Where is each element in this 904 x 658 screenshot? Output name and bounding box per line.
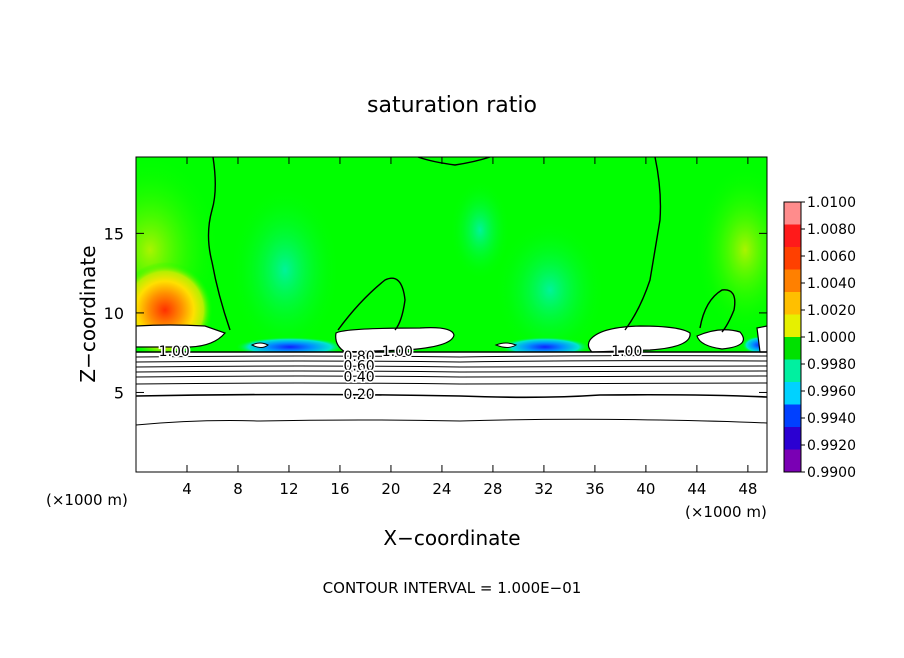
colorbar-label: 0.9960 bbox=[807, 384, 856, 400]
y-tick-label: 15 bbox=[104, 224, 124, 243]
cloud-4 bbox=[696, 329, 744, 350]
x-tick-label: 36 bbox=[585, 480, 604, 498]
colorbar-label: 0.9920 bbox=[807, 438, 856, 454]
contour-label: 1.00 bbox=[382, 344, 413, 360]
colorbar-label: 1.0100 bbox=[807, 195, 856, 211]
contour-label: 0.40 bbox=[343, 370, 374, 386]
x-tick-label: 40 bbox=[636, 480, 655, 498]
contour-0.80 bbox=[136, 355, 767, 358]
x-tick-label: 8 bbox=[233, 480, 243, 498]
contour-0.40 bbox=[136, 375, 767, 378]
contour-label: 1.00 bbox=[159, 344, 190, 360]
contour-label: 0.60 bbox=[343, 358, 374, 374]
contour-0.10 bbox=[136, 418, 767, 426]
x-tick-label: 48 bbox=[738, 480, 757, 498]
x-axis: 4 8 12 16 20 24 28 32 36 40 44 48 bbox=[182, 157, 757, 498]
x-tick-label: 28 bbox=[483, 480, 502, 498]
contour-1.00-loop-2 bbox=[699, 289, 736, 333]
plot-area: 1.00 1.00 1.00 0.800.600.400.20 bbox=[136, 157, 767, 472]
colorbar-swatch bbox=[784, 359, 801, 383]
colorbar-label: 1.0000 bbox=[807, 330, 856, 346]
colorbar-label: 1.0060 bbox=[807, 249, 856, 265]
colorbar-swatch bbox=[784, 314, 801, 338]
moist-region-right bbox=[695, 165, 767, 335]
contour-0.70 bbox=[136, 360, 767, 363]
plot-frame bbox=[135, 156, 768, 473]
y-tick-label: 5 bbox=[114, 383, 124, 402]
colorbar-swatch bbox=[784, 269, 801, 293]
contour-0.20 bbox=[136, 393, 767, 399]
contour-0.30 bbox=[136, 382, 767, 385]
y-axis: 5 10 15 bbox=[104, 224, 767, 402]
cloud-3 bbox=[587, 325, 691, 353]
x-tick-label: 12 bbox=[279, 480, 298, 498]
colorbar-swatch bbox=[784, 224, 801, 248]
x-tick-label: 20 bbox=[381, 480, 400, 498]
colorbar-swatch bbox=[784, 292, 801, 315]
cloud-6 bbox=[250, 342, 269, 348]
contour-label: 0.20 bbox=[343, 387, 374, 403]
colorbar-label: 0.9940 bbox=[807, 411, 856, 427]
subsat-plume-2 bbox=[495, 220, 605, 360]
x-unit-left: (×1000 m) bbox=[46, 491, 128, 509]
colorbar-swatch bbox=[784, 382, 801, 405]
subsat-plume-3 bbox=[450, 180, 510, 280]
colorbar: 1.0100 1.0080 1.0060 1.0040 1.0020 1.0000 0.99… bbox=[783, 195, 856, 481]
colorbar-swatch bbox=[784, 202, 801, 225]
y-tick-label: 10 bbox=[104, 304, 124, 323]
contour-interval-note: CONTOUR INTERVAL = 1.000E−01 bbox=[323, 579, 582, 597]
cloud-7 bbox=[494, 342, 518, 348]
colorbar-swatch bbox=[784, 449, 801, 473]
contour-label: 0.80 bbox=[343, 349, 374, 365]
colorbar-swatch bbox=[784, 404, 801, 428]
contour-0.50 bbox=[136, 370, 767, 373]
colorbar-swatch bbox=[784, 337, 801, 360]
subsat-plume-1 bbox=[230, 185, 340, 355]
x-unit-right: (×1000 m) bbox=[685, 503, 767, 521]
chart-title: saturation ratio bbox=[367, 93, 537, 118]
colorbar-swatch bbox=[784, 427, 801, 450]
colorbar-label: 1.0080 bbox=[807, 222, 856, 238]
contour-1.00-loop-1 bbox=[337, 277, 406, 331]
cloud-2 bbox=[335, 327, 455, 353]
contour-1.00-left bbox=[207, 157, 231, 331]
colorbar-label: 1.0040 bbox=[807, 276, 856, 292]
contour-label: 1.00 bbox=[611, 344, 642, 360]
x-tick-label: 16 bbox=[330, 480, 349, 498]
colorbar-swatch bbox=[784, 247, 801, 270]
x-tick-label: 44 bbox=[687, 480, 706, 498]
y-axis-label: Z−coordinate bbox=[76, 245, 100, 382]
x-axis-label: X−coordinate bbox=[383, 526, 520, 550]
contour-0.60 bbox=[136, 365, 767, 368]
x-tick-label: 32 bbox=[534, 480, 553, 498]
cloud-5 bbox=[756, 325, 767, 353]
cloud-1 bbox=[136, 324, 227, 348]
x-tick-label: 24 bbox=[432, 480, 451, 498]
contour-1.00-right bbox=[624, 157, 662, 331]
x-tick-label: 4 bbox=[182, 480, 192, 498]
colorbar-label: 1.0020 bbox=[807, 303, 856, 319]
contour-1.00-top bbox=[417, 157, 491, 166]
colorbar-label: 0.9980 bbox=[807, 357, 856, 373]
dry-layer bbox=[136, 352, 767, 472]
colorbar-label: 0.9900 bbox=[807, 465, 856, 481]
